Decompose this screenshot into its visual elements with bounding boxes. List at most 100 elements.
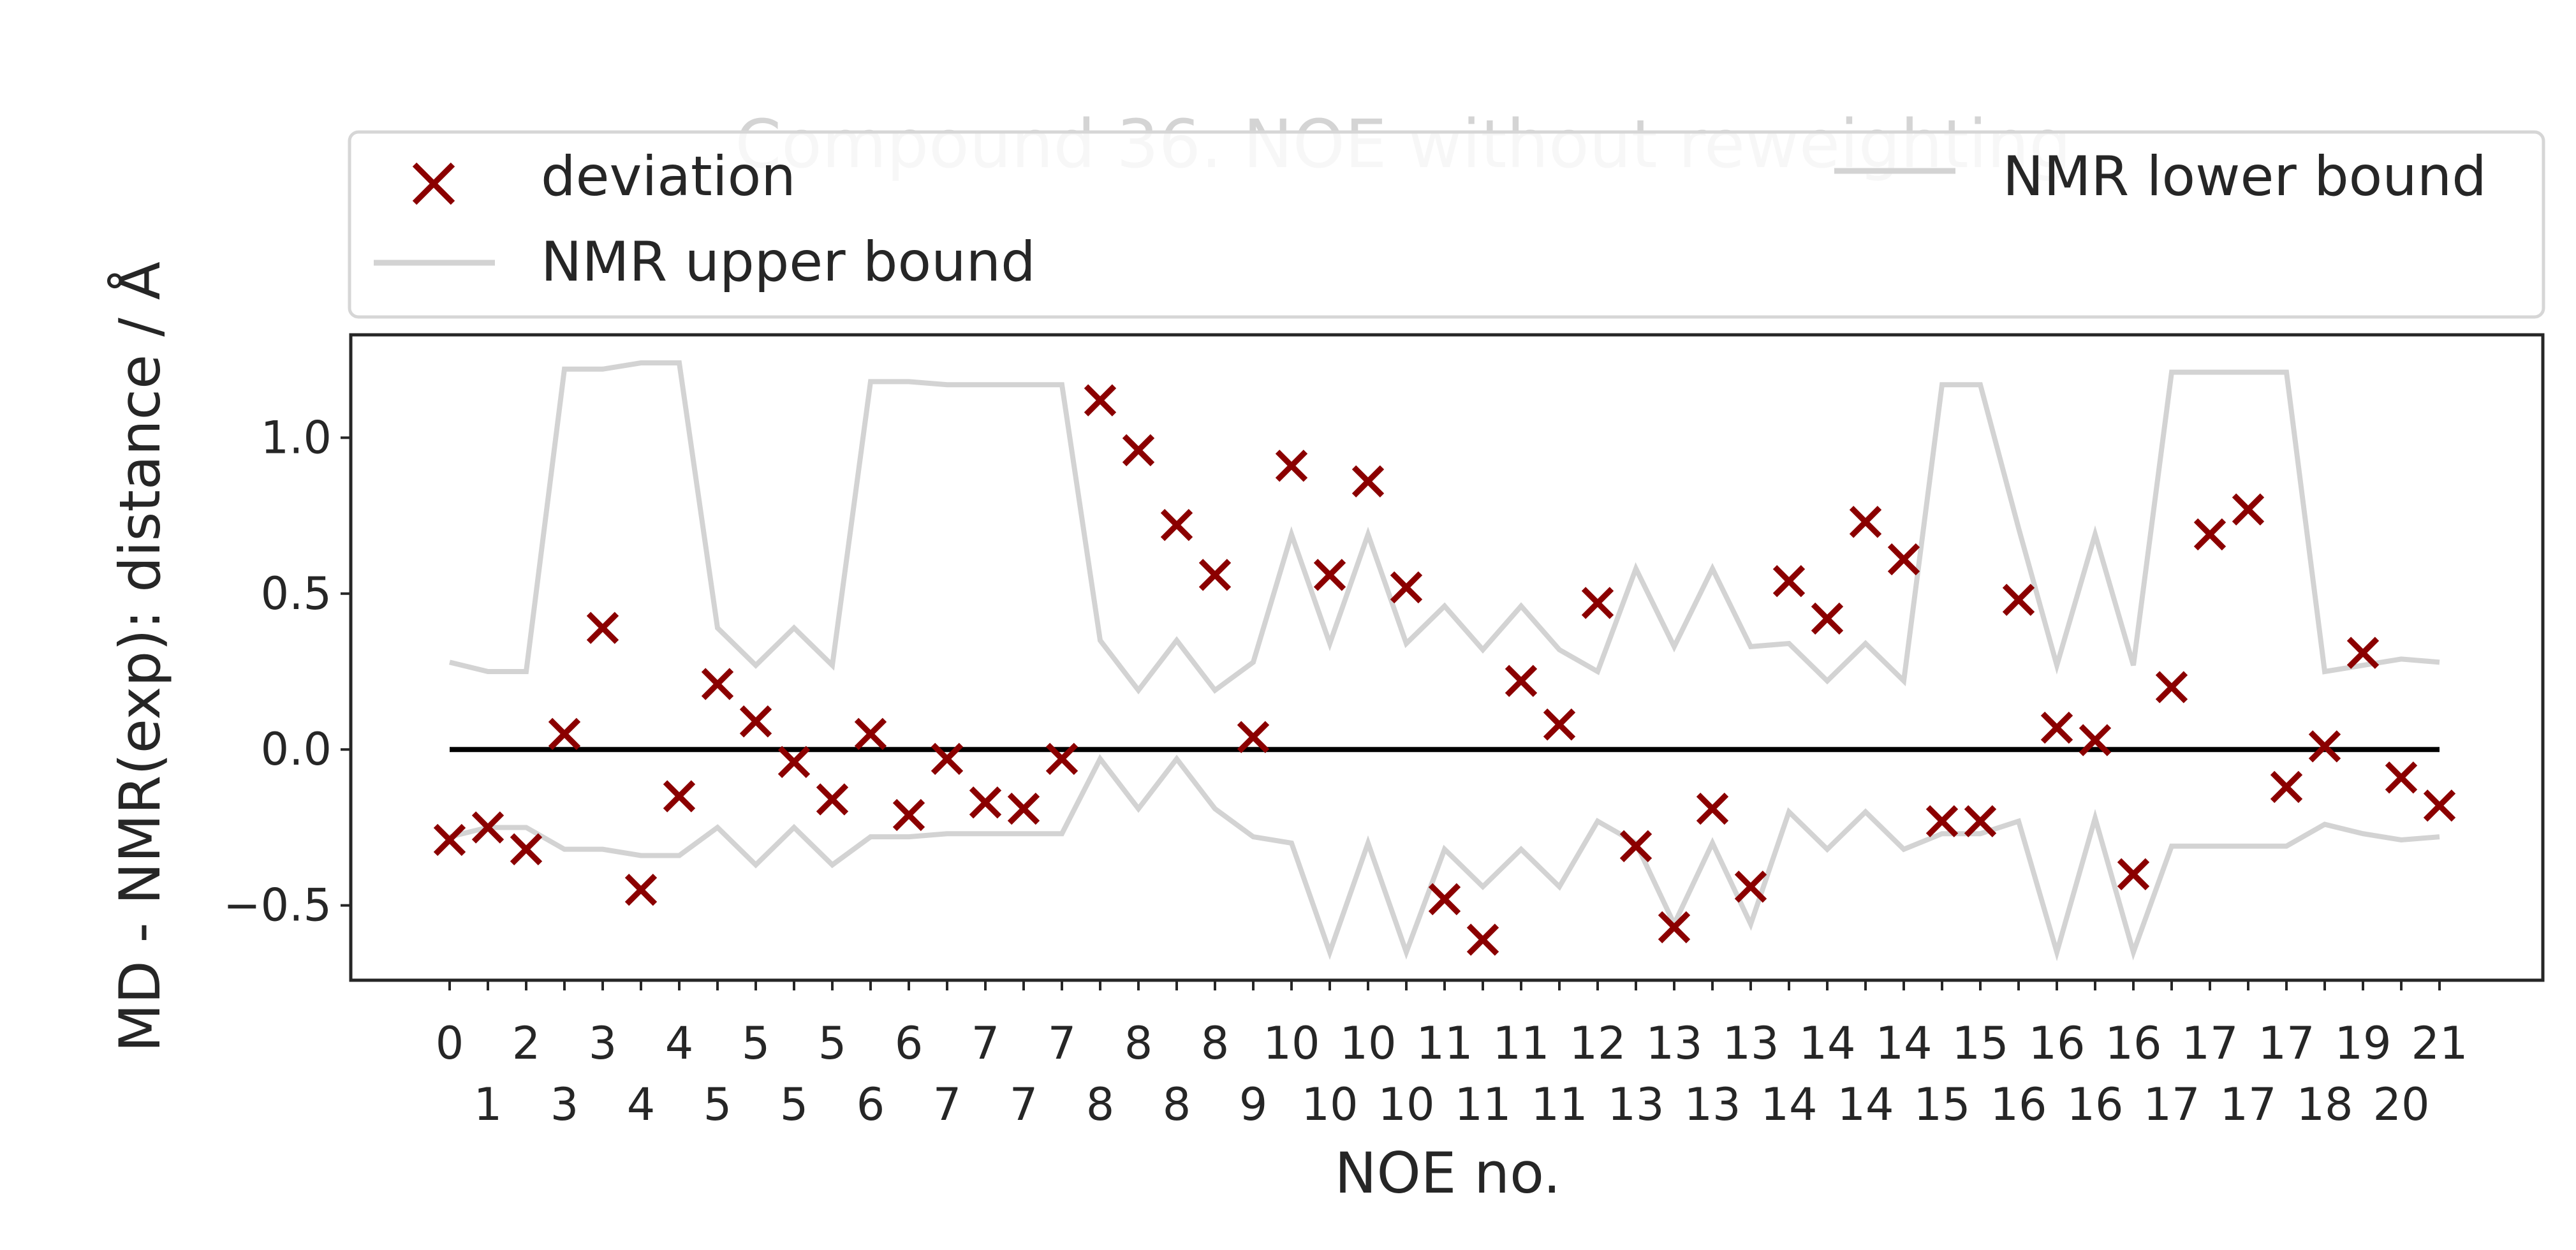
deviation-point [2232,493,2265,526]
deviation-point [1581,587,1614,619]
deviation-point [701,668,734,700]
deviation-point [1160,509,1193,541]
x-tick-label: 13 [1607,1078,1664,1131]
deviation-point [1734,871,1767,903]
x-tick-label: 8 [1086,1078,1115,1131]
x-tick-label: 16 [2028,1017,2085,1070]
x-tick-label: 10 [1301,1078,1358,1131]
y-tick-label: −0.5 [223,879,332,932]
x-tick-label: 13 [1645,1017,1702,1070]
deviation-point [1619,830,1652,862]
x-tick-label: 12 [1569,1017,1626,1070]
x-tick-label: 8 [1201,1017,1230,1070]
x-tick-label: 7 [1048,1017,1077,1070]
x-tick-label: 13 [1722,1017,1779,1070]
deviation-point [510,833,543,865]
y-tick-label: 0.0 [261,723,332,776]
axes-frame [349,333,2545,982]
x-tick-label: 17 [2143,1078,2200,1131]
deviation-point [2002,584,2035,616]
x-tick-label: 16 [1990,1078,2047,1131]
deviation-point [1390,571,1423,604]
x-tick-label: 7 [1010,1078,1038,1131]
x-tick-label: 11 [1492,1017,1549,1070]
x-tick-label: 20 [2373,1078,2429,1131]
x-tick-label: 14 [1760,1078,1817,1131]
deviation-point [2155,671,2188,703]
deviation-point [1849,506,1882,538]
deviation-point [1925,805,1959,837]
legend: deviation NMR lower bound NMR upper boun… [348,130,2545,319]
x-tick-label: 4 [627,1078,656,1131]
x-tick-label: 1 [474,1078,503,1131]
deviation-point [471,811,504,844]
deviation-point [586,612,619,644]
deviation-point [2270,770,2303,804]
deviation-point [892,798,925,832]
x-tick-label: 5 [742,1017,770,1070]
plot-area: 1.00.50.0−0.50 2 3 4 5 5 6 7 7 8 8 10 10 11 11 12 13 13 14… [223,333,2545,1131]
x-tick-label: 16 [2066,1078,2123,1131]
x-tick-label: 14 [1837,1078,1894,1131]
deviation-point [816,783,849,816]
x-tick-label: 7 [971,1017,1000,1070]
x-tick-label: 3 [589,1017,617,1070]
x-tick-label: 18 [2296,1078,2353,1131]
deviation-point [548,717,581,750]
deviation-point [2079,724,2112,756]
x-tick-label: 11 [1416,1017,1473,1070]
y-tick-label: 0.5 [261,568,332,620]
x-tick-label: 8 [1163,1078,1191,1131]
deviation-point [1122,434,1155,467]
x-tick-label: 8 [1124,1017,1153,1070]
deviation-point [1658,911,1691,944]
x-tick-label: 5 [818,1017,847,1070]
series-line-nmr-upper-bound [449,360,2440,695]
deviation-point [1772,565,1806,598]
legend-marker-deviation [412,162,455,205]
x-tick-label: 17 [2219,1078,2276,1131]
deviation-point [2040,711,2073,744]
y-axis-label: MD - NMR(exp): distance / Å [107,261,173,1052]
deviation-point [1696,792,1729,825]
legend-label-nmr-lower-bound: NMR lower bound [2003,145,2487,209]
deviation-point [624,874,658,906]
series-line-nmr-lower-bound [449,754,2440,962]
legend-frame [348,130,2545,319]
deviation-point [1275,450,1308,482]
x-tick-label: 14 [1875,1017,1932,1070]
deviation-point [1543,708,1576,741]
x-tick-label: 15 [1913,1078,1970,1131]
legend-label-nmr-upper-bound: NMR upper bound [541,230,1036,294]
x-tick-label: 14 [1799,1017,1855,1070]
x-tick-label: 3 [550,1078,579,1131]
x-tick-label: 10 [1263,1017,1320,1070]
deviation-point [1811,602,1844,635]
deviation-point [663,780,696,812]
x-tick-label: 2 [512,1017,541,1070]
deviation-point [931,742,964,776]
deviation-point [1007,792,1040,825]
x-tick-label: 7 [933,1078,962,1131]
x-tick-label: 0 [436,1017,464,1070]
x-tick-label: 10 [1378,1078,1434,1131]
x-tick-label: 4 [665,1017,694,1070]
deviation-point [777,746,811,778]
deviation-point [1084,384,1117,416]
x-axis-label: NOE no. [1335,1140,1561,1206]
deviation-point [1887,543,1920,576]
x-tick-label: 10 [1339,1017,1396,1070]
deviation-point [2117,858,2150,890]
deviation-point [2423,790,2456,822]
x-tick-label: 11 [1454,1078,1511,1131]
deviation-point [2385,761,2418,794]
deviation-point [433,823,466,857]
deviation-point [1466,923,1499,956]
deviation-point [854,717,887,750]
deviation-point [1505,665,1538,697]
deviation-point [969,786,1002,819]
deviation-point [1351,465,1385,497]
legend-label-deviation: deviation [541,145,796,209]
x-tick-label: 17 [2181,1017,2238,1070]
